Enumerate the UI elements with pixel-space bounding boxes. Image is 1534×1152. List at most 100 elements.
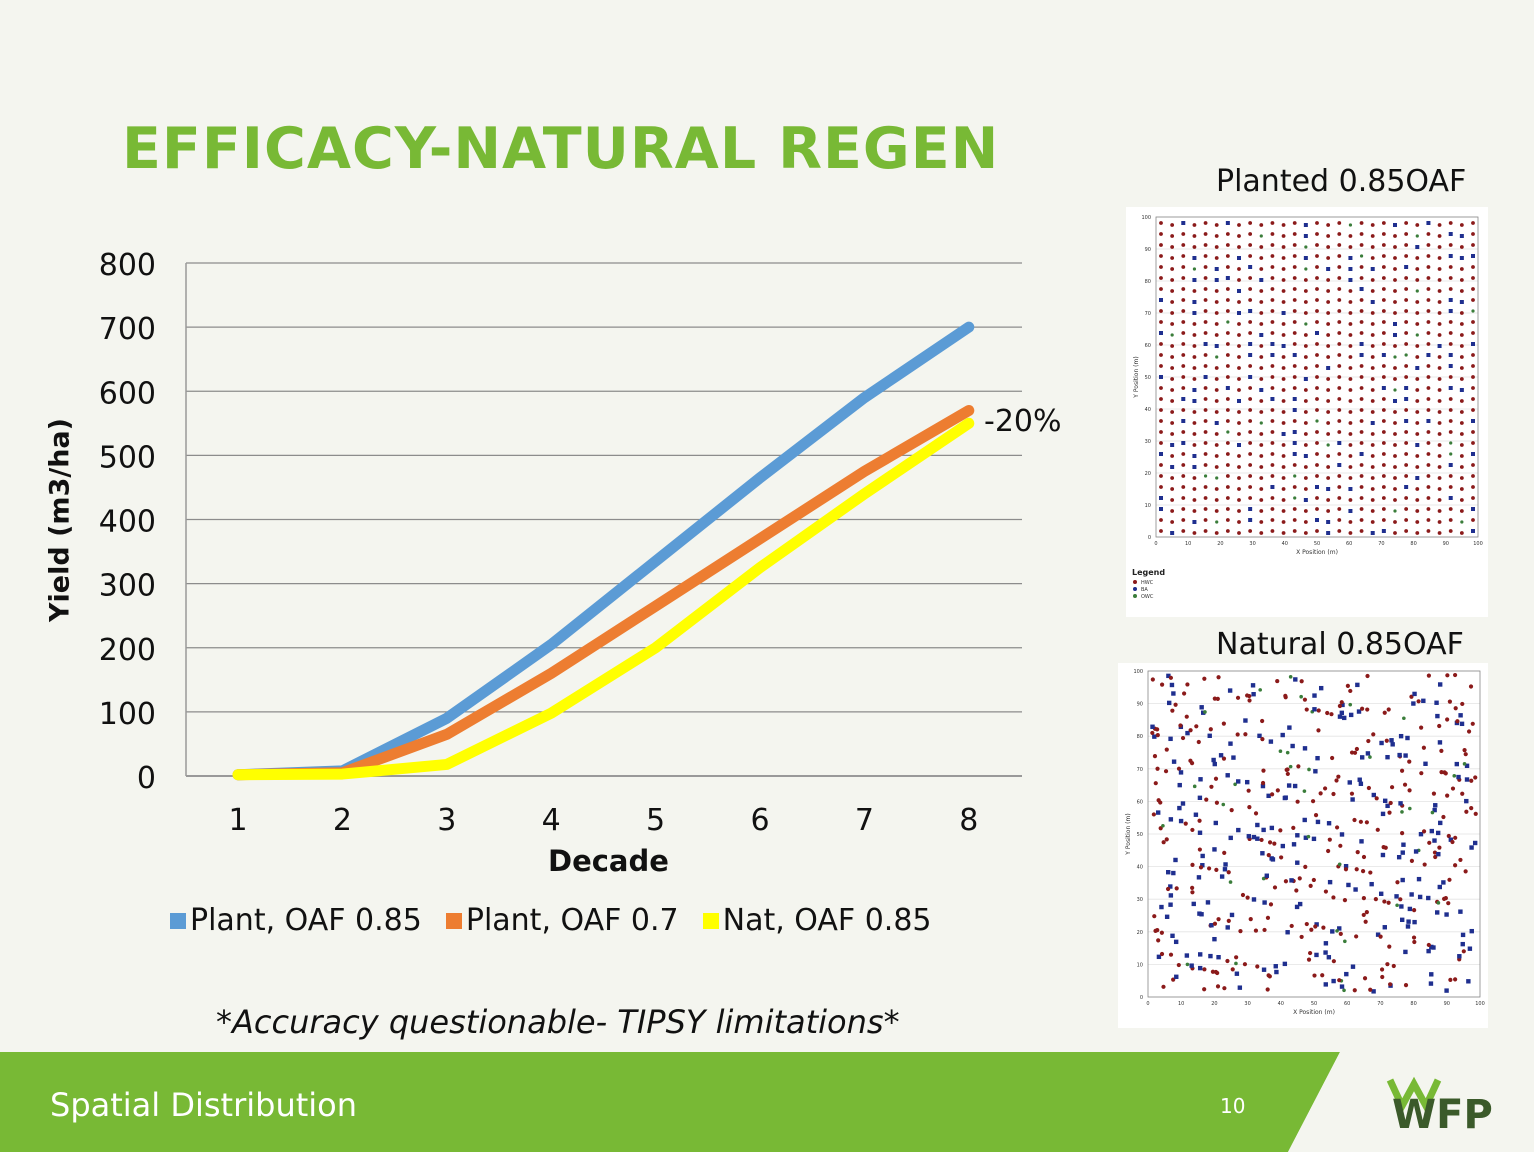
tree-marker-ba (1369, 881, 1374, 887)
tree-marker-hwc (1315, 474, 1319, 478)
tree-marker-ba (1282, 795, 1288, 801)
tree-marker-hwc (1415, 311, 1420, 315)
plot-y-tick: 90 (1137, 702, 1143, 708)
tree-marker-hwc (1381, 254, 1386, 258)
tree-marker-hwc (1170, 344, 1175, 348)
tree-marker-hwc (1370, 223, 1375, 227)
tree-marker-hwc (1437, 410, 1442, 414)
tree-marker-ba (1270, 857, 1276, 862)
tree-marker-hwc (1174, 886, 1179, 891)
tree-marker-hwc (1266, 852, 1271, 858)
tree-marker-hwc (1448, 342, 1453, 346)
tree-marker-hwc (1181, 452, 1186, 456)
tree-marker-hwc (1170, 322, 1175, 326)
tree-marker-hwc (1235, 695, 1241, 700)
tree-marker-hwc (1303, 443, 1308, 447)
tree-marker-hwc (1448, 276, 1453, 280)
tree-marker-hwc (1366, 738, 1371, 744)
tree-marker-hwc (1354, 746, 1359, 752)
tree-marker-ba (1280, 843, 1286, 849)
tree-marker-ba (1248, 375, 1253, 379)
tree-marker-ba (1460, 932, 1466, 938)
tree-marker-hwc (1275, 788, 1280, 793)
tree-marker-ba (1196, 875, 1202, 880)
tree-marker-hwc (1272, 885, 1278, 890)
tree-marker-hwc (1329, 712, 1334, 717)
tree-marker-ba (1184, 953, 1190, 958)
tree-marker-hwc (1352, 750, 1358, 755)
tree-marker-hwc (1404, 518, 1409, 522)
tree-marker-ba (1347, 780, 1352, 785)
tree-marker-hwc (1359, 364, 1364, 368)
tree-marker-hwc (1192, 476, 1197, 480)
tree-marker-hwc (1181, 331, 1186, 335)
tree-marker-ba (1312, 707, 1317, 712)
tree-marker-hwc (1415, 520, 1420, 524)
tree-marker-hwc (1203, 529, 1208, 533)
accuracy-note: *Accuracy questionable- TIPSY limitation… (216, 1003, 900, 1041)
tree-marker-ba (1371, 792, 1376, 798)
tree-marker-hwc (1315, 441, 1319, 445)
tree-marker-hwc (1304, 707, 1309, 712)
tree-marker-ba (1200, 863, 1205, 868)
tree-marker-hwc (1337, 298, 1342, 302)
tree-marker-ba (1236, 827, 1241, 833)
tree-marker-owc (1315, 419, 1319, 423)
tree-marker-ba (1326, 821, 1332, 826)
tree-marker-ba (1358, 781, 1364, 786)
tree-marker-hwc (1471, 496, 1475, 500)
tree-marker-hwc (1348, 355, 1353, 359)
tree-marker-hwc (1459, 498, 1464, 502)
y-tick-label: 600 (99, 376, 156, 411)
tree-marker-hwc (1337, 265, 1342, 269)
tree-marker-hwc (1303, 410, 1308, 414)
tree-marker-owc (1299, 694, 1303, 699)
tree-marker-hwc (1203, 408, 1208, 412)
tree-marker-ba (1405, 735, 1410, 741)
tree-marker-hwc (1337, 254, 1342, 258)
tree-marker-ba (1398, 733, 1404, 739)
tree-marker-hwc (1170, 223, 1175, 227)
plot-y-tick: 10 (1145, 503, 1151, 509)
tree-marker-hwc (1334, 778, 1339, 783)
tree-marker-ba (1337, 926, 1342, 931)
tree-marker-hwc (1267, 840, 1273, 845)
tree-marker-hwc (1354, 934, 1359, 939)
tree-marker-hwc (1308, 883, 1313, 888)
tree-marker-ba (1181, 441, 1186, 445)
tree-marker-hwc (1359, 496, 1364, 500)
tree-marker-hwc (1381, 474, 1386, 478)
tree-marker-hwc (1292, 529, 1297, 533)
tree-marker-ba (1281, 344, 1286, 348)
tree-marker-hwc (1302, 697, 1308, 702)
tree-marker-hwc (1404, 364, 1409, 368)
tree-marker-hwc (1303, 864, 1308, 869)
tree-marker-hwc (1170, 421, 1175, 425)
tree-marker-owc (1307, 767, 1311, 772)
tree-marker-ba (1159, 331, 1163, 335)
tree-marker-owc (1402, 716, 1406, 721)
tree-marker-hwc (1459, 509, 1464, 513)
tree-marker-hwc (1255, 964, 1260, 969)
tree-marker-hwc (1270, 254, 1275, 258)
tree-marker-hwc (1303, 421, 1308, 425)
tree-marker-hwc (1426, 342, 1431, 346)
tree-marker-ba (1205, 900, 1211, 905)
tree-marker-hwc (1426, 463, 1431, 467)
tree-marker-hwc (1388, 800, 1393, 806)
plot-y-tick: 40 (1137, 865, 1143, 871)
tree-marker-hwc (1348, 421, 1353, 425)
tree-marker-ba (1292, 430, 1297, 434)
tree-marker-hwc (1170, 267, 1175, 271)
tree-marker-ba (1432, 807, 1437, 813)
tree-marker-hwc (1225, 529, 1230, 533)
tree-marker-hwc (1393, 366, 1397, 370)
tree-marker-owc (1304, 267, 1308, 271)
tree-marker-hwc (1237, 454, 1241, 458)
tree-marker-hwc (1404, 221, 1409, 225)
tree-marker-ba (1178, 818, 1184, 824)
tree-marker-hwc (1426, 298, 1431, 302)
plot-y-tick: 30 (1137, 897, 1143, 903)
tree-marker-hwc (1360, 868, 1366, 874)
tree-marker-hwc (1170, 498, 1175, 502)
